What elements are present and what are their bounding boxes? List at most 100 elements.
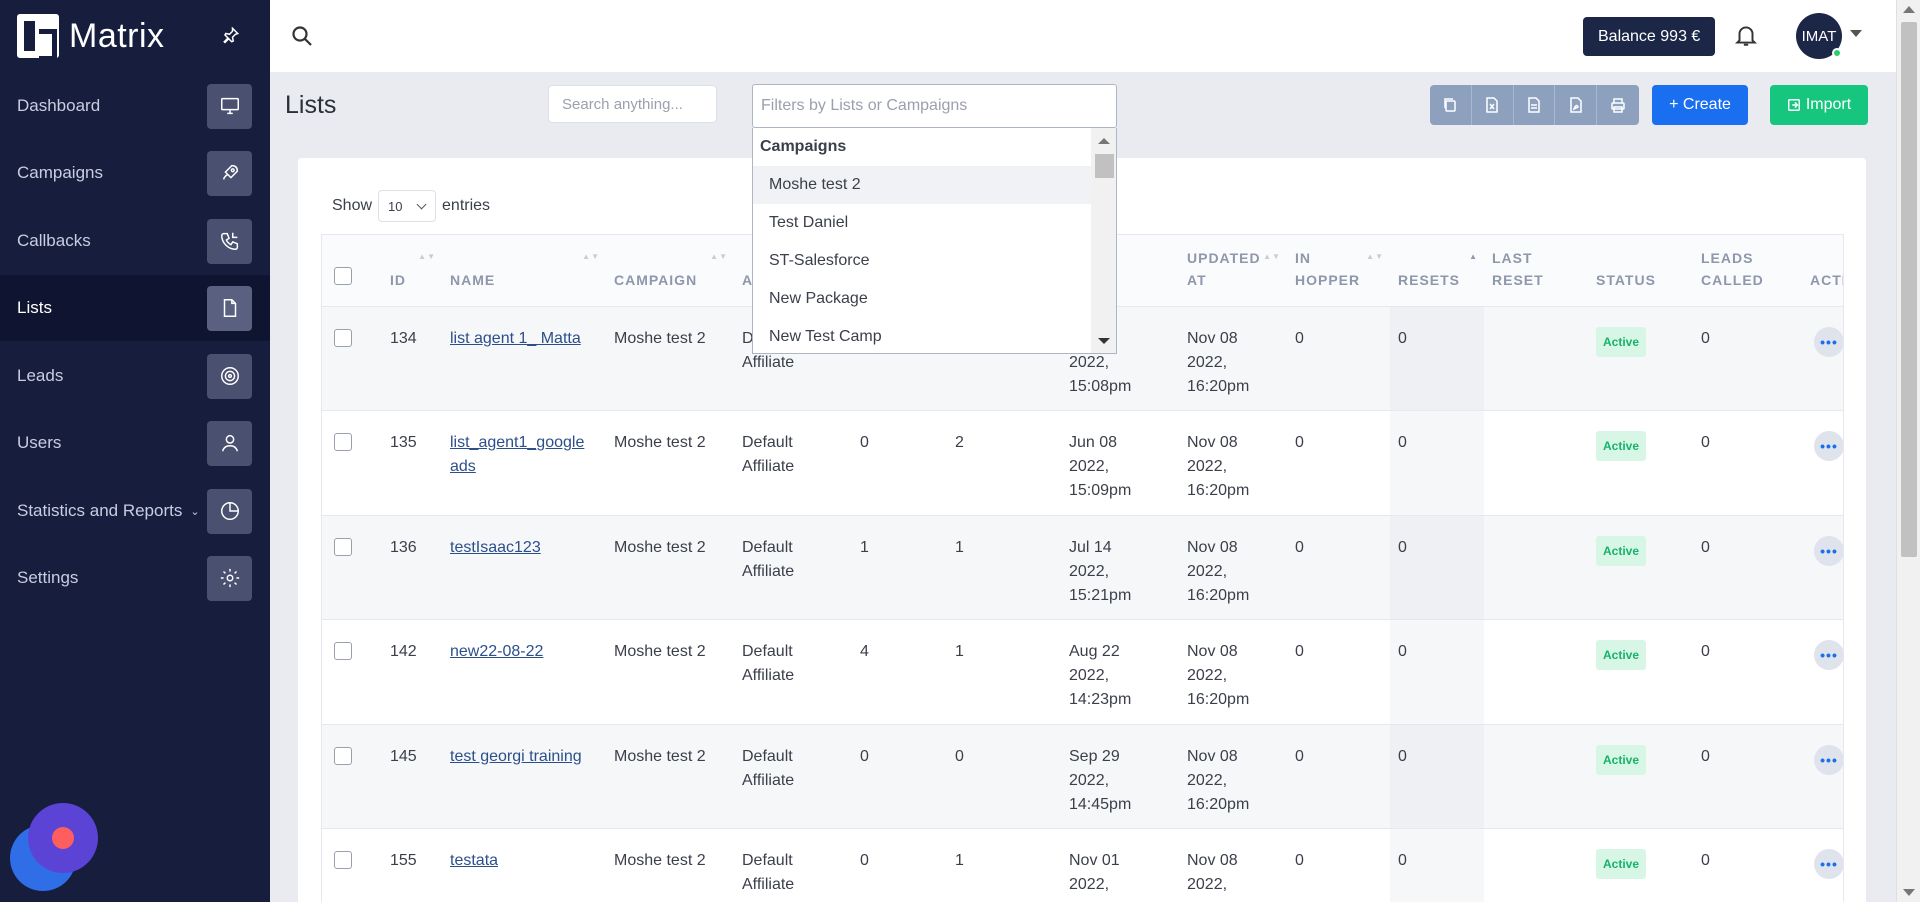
row-checkbox[interactable] (334, 433, 352, 451)
cell-leads-called: 0 (1693, 828, 1802, 902)
scroll-down-icon[interactable] (1098, 338, 1110, 344)
create-button[interactable]: + Create (1652, 85, 1748, 125)
cell-actions: ••• (1802, 306, 1843, 411)
col-campaign[interactable]: CAMPAIGN ▲▼ (606, 235, 734, 307)
dropdown-scroll-thumb[interactable] (1095, 154, 1114, 178)
list-name-link[interactable]: new22-08-22 (450, 643, 544, 660)
list-name-link[interactable]: testata (450, 852, 499, 869)
sidebar-item-label: Dashboard (17, 96, 101, 115)
phone-callback-icon (207, 218, 252, 264)
row-checkbox[interactable] (334, 746, 352, 765)
scroll-up-icon[interactable] (1098, 138, 1110, 144)
dropdown-option[interactable]: Moshe test 2 (753, 166, 1116, 204)
col-last-reset[interactable]: LAST RESET (1484, 235, 1588, 307)
dropdown-group-label: Campaigns (760, 138, 847, 155)
more-actions-icon[interactable]: ••• (1814, 431, 1843, 461)
rocket-icon (207, 150, 252, 196)
chat-widget-button[interactable] (28, 803, 98, 873)
search-icon[interactable] (290, 24, 314, 48)
cell-created-at: Jul 14 2022, 15:21pm (1061, 515, 1179, 620)
cell-name: test georgi training (442, 724, 606, 829)
cell-count-1: 0 (852, 410, 947, 516)
list-name-link[interactable]: testIsaac123 (450, 538, 541, 556)
sidebar-item-settings[interactable]: Settings (0, 545, 270, 611)
cell-resets: 0 (1390, 619, 1484, 725)
cell-in-hopper: 0 (1287, 724, 1390, 829)
scroll-up-icon[interactable] (1903, 6, 1915, 13)
sidebar-item-callbacks[interactable]: Callbacks (0, 208, 270, 274)
list-name-link[interactable]: list agent 1_ Matta (450, 329, 581, 347)
cell-actions: ••• (1802, 828, 1843, 902)
dropdown-option[interactable]: Test Daniel (769, 214, 849, 231)
page-scrollbar[interactable] (1896, 0, 1920, 902)
excel-button[interactable] (1472, 85, 1514, 125)
select-all-checkbox[interactable] (334, 266, 352, 285)
csv-button[interactable] (1514, 85, 1556, 125)
more-actions-icon[interactable]: ••• (1814, 849, 1843, 879)
cell-count-2: 0 (947, 724, 1061, 829)
sidebar-item-leads[interactable]: Leads (0, 343, 270, 409)
more-actions-icon[interactable]: ••• (1814, 326, 1843, 357)
cell-leads-called: 0 (1693, 724, 1802, 829)
cell-count-1: 4 (852, 619, 947, 725)
col-name[interactable]: NAME ▲▼ (442, 235, 606, 307)
pdf-button[interactable] (1555, 85, 1598, 125)
excel-file-icon (1486, 97, 1498, 113)
sidebar-item-label: Campaigns (17, 163, 103, 182)
row-checkbox[interactable] (334, 851, 352, 869)
cell-count-2: 1 (947, 828, 1061, 902)
balance-button[interactable]: Balance 993 € (1583, 17, 1716, 56)
cell-count-2: 2 (947, 410, 1061, 516)
list-name-link[interactable]: list_agent1_google ads (450, 434, 585, 475)
scrollbar-thumb[interactable] (1901, 22, 1917, 557)
dropdown-scrollbar[interactable] (1091, 128, 1116, 353)
row-checkbox[interactable] (334, 642, 352, 660)
filter-input[interactable] (752, 84, 1117, 128)
more-actions-icon[interactable]: ••• (1814, 640, 1843, 670)
scroll-down-icon[interactable] (1903, 889, 1915, 896)
show-label: Show (332, 197, 373, 214)
col-actions: ACTI (1802, 235, 1843, 307)
bell-icon[interactable] (1733, 22, 1759, 48)
dropdown-option[interactable]: New Test Camp (769, 328, 882, 345)
dropdown-option[interactable]: New Package (769, 290, 868, 307)
lists-table: ID▲▼ NAME▲▼ CAMPAIGN▲▼ A ED UPDATEDAT▲▼ … (321, 234, 1844, 902)
col-leads-called[interactable]: LEADS CALLED (1693, 235, 1802, 307)
row-select-cell (322, 410, 382, 516)
cell-last-reset (1484, 619, 1588, 725)
list-name-link[interactable]: test georgi training (450, 747, 582, 765)
col-updated-at[interactable]: UPDATED AT ▲▼ (1179, 235, 1287, 307)
entries-select[interactable]: 10 (378, 190, 437, 222)
import-label: Import (1805, 96, 1852, 113)
cell-resets: 0 (1390, 828, 1484, 902)
more-actions-icon[interactable]: ••• (1814, 744, 1843, 775)
logo[interactable]: Matrix (0, 0, 270, 72)
copy-button[interactable] (1430, 85, 1472, 125)
sidebar-item-statistics[interactable]: Statistics and Reports ⌄ (0, 478, 270, 544)
caret-down-icon[interactable] (1850, 30, 1862, 37)
sidebar-item-users[interactable]: Users (0, 410, 270, 476)
import-button[interactable]: Import (1770, 85, 1868, 125)
sidebar-item-lists[interactable]: Lists (0, 275, 270, 341)
app-name: Matrix (69, 16, 165, 55)
cell-status: Active (1588, 515, 1693, 620)
more-actions-icon[interactable]: ••• (1814, 535, 1843, 566)
print-button[interactable] (1597, 85, 1639, 125)
col-in-hopper[interactable]: IN HOPPER ▲▼ (1287, 235, 1390, 307)
search-input[interactable] (548, 85, 717, 123)
pin-icon[interactable] (222, 26, 240, 49)
online-status-dot (1832, 48, 1842, 58)
row-checkbox[interactable] (334, 537, 352, 556)
sidebar-item-dashboard[interactable]: Dashboard (0, 73, 270, 139)
dropdown-option[interactable]: ST-Salesforce (769, 252, 870, 269)
cell-id: 134 (382, 306, 442, 411)
cell-leads-called: 0 (1693, 410, 1802, 516)
cell-leads-called: 0 (1693, 306, 1802, 411)
col-id[interactable]: ID ▲▼ (382, 235, 442, 307)
col-resets[interactable]: RESETS ▲ (1390, 235, 1484, 307)
cell-actions: ••• (1802, 515, 1843, 620)
col-status[interactable]: STATUS (1588, 235, 1693, 307)
row-checkbox[interactable] (334, 328, 352, 347)
sidebar-item-campaigns[interactable]: Campaigns (0, 140, 270, 206)
cell-last-reset (1484, 410, 1588, 516)
